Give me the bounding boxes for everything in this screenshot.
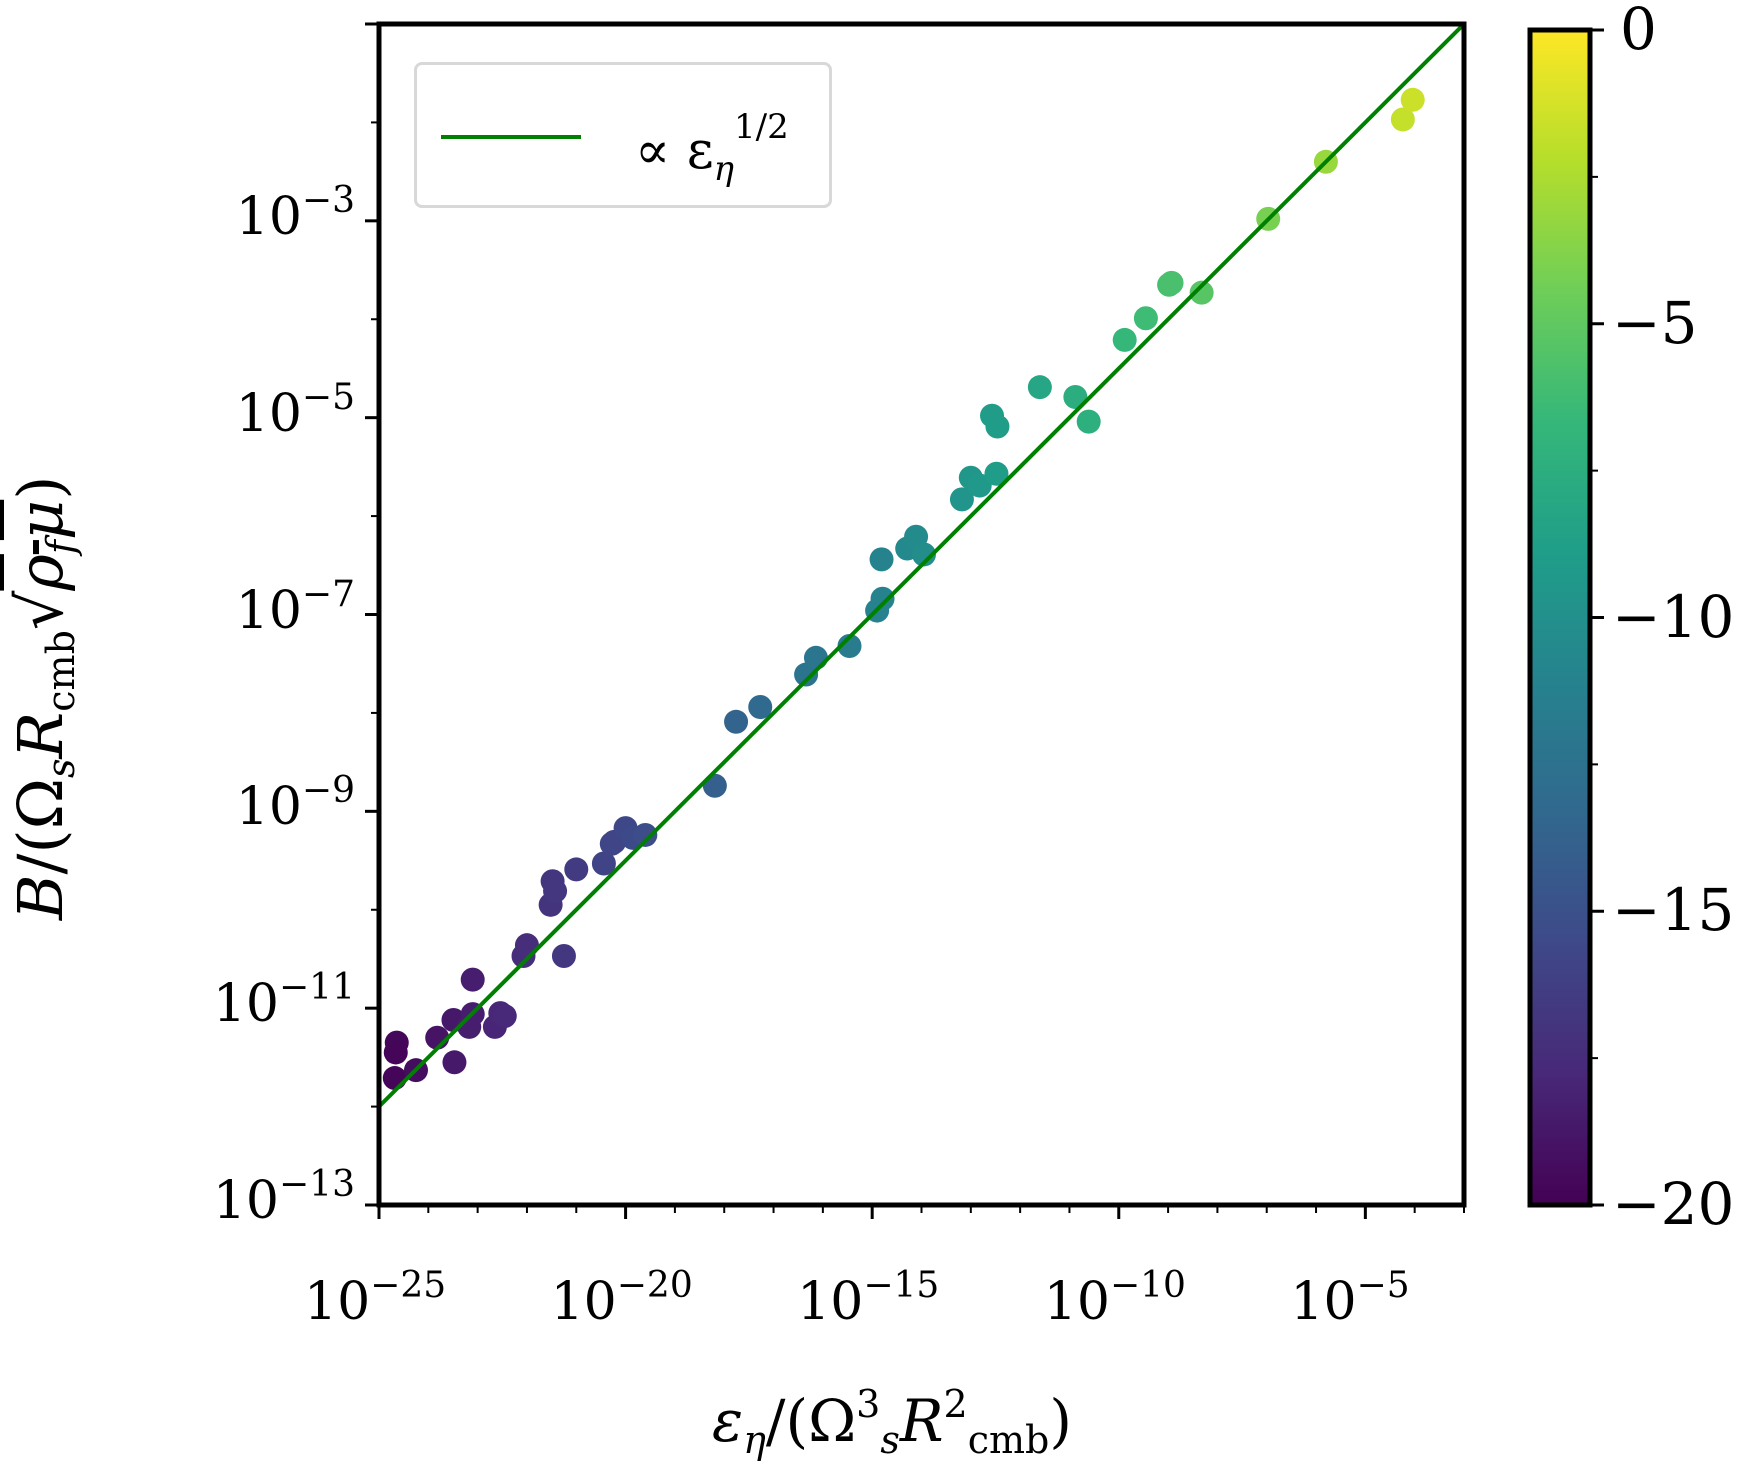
x-tick-label: 10−5 [1290,1265,1410,1332]
data-point [1112,327,1137,352]
x-tick-label: 10−10 [1043,1265,1186,1332]
x-axis-label: εη/(Ω3sR2cmb) [712,1382,1073,1462]
y-tick-label: 10−13 [212,1164,355,1231]
colorbar-tick-label: −5 [1612,288,1698,357]
x-tick-label: 10−25 [304,1265,447,1332]
y-axis-label: B/(ΩsRcmb√ρfμ) [4,475,83,920]
data-point [984,461,1009,486]
x-tick-label: 10−20 [550,1265,693,1332]
data-point [724,709,749,734]
data-point [870,586,895,611]
data-point [949,487,974,512]
data-point [551,944,576,969]
legend-label: ∝ εη1/2 [635,107,789,189]
data-point [382,1066,407,1091]
data-point [748,695,773,720]
y-tick-label: 10−7 [235,573,355,641]
colorbar-tick-label: 0 [1620,0,1657,63]
data-point [911,542,936,567]
data-point [543,879,568,904]
data-point [1400,87,1425,112]
colorbar-tick-label: −20 [1612,1170,1735,1238]
data-point [837,633,862,658]
y-tick-label: 10−11 [212,967,355,1035]
data-point [460,967,485,992]
data-point [1027,375,1052,400]
data-point [1390,107,1415,132]
data-point [492,1004,517,1029]
data-point [967,473,992,498]
data-point [869,547,894,572]
data-point [514,933,539,958]
colorbar [1527,27,1593,1208]
data-point [803,645,828,670]
legend: ∝ εη1/2 [414,62,832,208]
data-point [1133,306,1158,331]
legend-line-swatch [441,135,581,139]
data-point [591,851,616,876]
fit-line [379,24,1464,1108]
data-point [985,414,1010,439]
data-point [383,1040,408,1065]
colorbar-tick-label: −10 [1612,582,1735,651]
y-tick-label: 10−5 [235,376,355,444]
data-point [564,857,589,882]
y-tick-label: 10−3 [235,179,355,247]
data-point [633,822,658,847]
data-point [1189,280,1214,305]
data-point [442,1050,467,1075]
data-point [1076,409,1101,434]
data-point [1159,270,1184,295]
colorbar-tick-label: −15 [1612,876,1735,945]
y-tick-label: 10−9 [235,770,355,838]
x-tick-label: 10−15 [797,1265,940,1332]
